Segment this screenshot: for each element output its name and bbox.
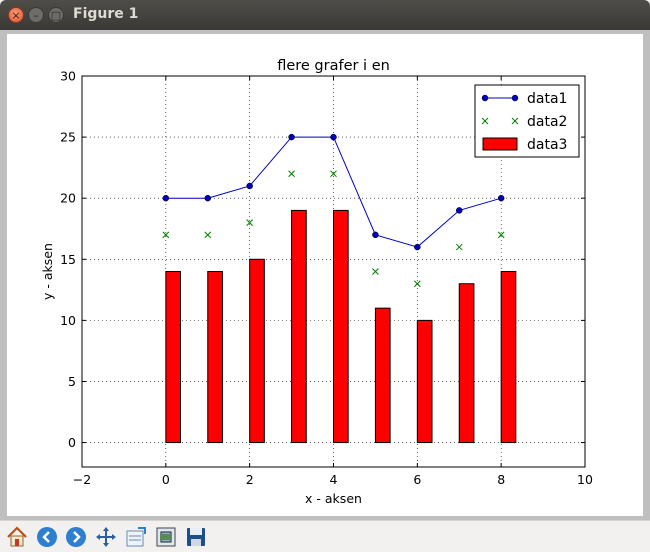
minimize-button[interactable]: – xyxy=(28,7,44,23)
subplots-icon xyxy=(126,527,146,547)
legend-entry-data1: data1 xyxy=(481,91,567,107)
home-icon xyxy=(7,526,27,547)
marker-data2-stroke xyxy=(204,231,212,239)
save-icon xyxy=(187,528,205,546)
subplots-button[interactable] xyxy=(123,524,149,550)
marker-data2-stroke xyxy=(372,268,379,275)
bar-data3 xyxy=(374,307,391,444)
y-tick-label: 0 xyxy=(68,435,76,450)
pan-icon xyxy=(96,527,116,547)
zoom-icon xyxy=(156,527,176,547)
zoom-button[interactable] xyxy=(153,524,179,550)
bar-data3 xyxy=(500,271,517,444)
marker-data2-stroke xyxy=(413,280,421,288)
x-tick-label: 8 xyxy=(497,472,505,487)
legend-x-marker xyxy=(511,117,519,125)
marker-data2-stroke xyxy=(246,219,254,226)
legend-x-marker xyxy=(481,117,489,125)
close-button[interactable]: × xyxy=(8,7,24,23)
figure-canvas: −2 0 2 4 6 8 10 0 5 10 15 20 25 30 flere grafer i en … xyxy=(0,30,650,520)
x-tick-label: −2 xyxy=(73,472,91,487)
navigation-toolbar xyxy=(0,520,650,552)
marker-data2 xyxy=(455,243,463,251)
point-data1 xyxy=(288,133,295,141)
legend-marker xyxy=(481,94,489,102)
point-data1 xyxy=(372,231,379,239)
marker-data2 xyxy=(497,231,505,239)
bars-data3 xyxy=(165,209,517,444)
bar-data3 xyxy=(207,271,223,444)
marker-data2 xyxy=(246,219,254,226)
marker-data2-stroke xyxy=(288,170,295,178)
legend-label: data2 xyxy=(527,114,567,130)
bar-data3 xyxy=(291,209,307,444)
bar-data3 xyxy=(249,258,265,444)
y-tick-label: 30 xyxy=(60,69,76,84)
legend-label: data3 xyxy=(527,137,567,153)
marker-data2 xyxy=(372,268,379,275)
point-data1 xyxy=(204,194,211,202)
legend-entry-data3: data3 xyxy=(482,137,567,153)
forward-icon xyxy=(66,527,86,547)
save-button[interactable] xyxy=(183,524,209,550)
close-icon: × xyxy=(11,8,21,22)
point-data1 xyxy=(456,207,463,214)
pan-button[interactable] xyxy=(93,524,119,550)
legend-bar-swatch xyxy=(482,137,518,151)
window-title: Figure 1 xyxy=(73,6,139,22)
point-data1 xyxy=(162,194,170,202)
maximize-button[interactable]: □ xyxy=(48,7,64,23)
marker-data2 xyxy=(162,231,170,239)
bar-data3 xyxy=(416,319,433,444)
y-axis-label: y - aksen xyxy=(40,243,55,300)
legend-marker xyxy=(511,94,519,102)
x-tick-label: 10 xyxy=(577,472,593,487)
y-tick-label: 5 xyxy=(68,374,76,389)
marker-data2 xyxy=(288,170,295,178)
marker-data2-stroke xyxy=(330,170,337,178)
marker-data2 xyxy=(413,280,421,288)
maximize-icon: □ xyxy=(50,8,62,22)
y-tick-label: 10 xyxy=(60,313,76,328)
line-data1 xyxy=(162,133,505,251)
markers-data2 xyxy=(162,170,505,288)
back-icon xyxy=(37,527,57,547)
legend-entry-data2: data2 xyxy=(481,114,567,130)
marker-data2 xyxy=(330,170,337,178)
forward-button[interactable] xyxy=(63,524,89,550)
legend-label: data1 xyxy=(527,91,567,107)
y-tick-label: 20 xyxy=(60,191,76,206)
y-tick-label: 25 xyxy=(60,130,76,145)
point-data1 xyxy=(497,194,505,202)
marker-data2-stroke xyxy=(162,231,170,239)
back-button[interactable] xyxy=(34,524,60,550)
point-data1 xyxy=(246,182,253,190)
point-data1 xyxy=(414,243,421,251)
y-tick-label: 15 xyxy=(60,252,76,267)
point-data1 xyxy=(330,133,337,141)
axis-ticks: −2 0 2 4 6 8 10 0 5 10 15 20 25 30 xyxy=(60,69,593,488)
x-tick-label: 6 xyxy=(413,472,421,487)
marker-data2 xyxy=(204,231,212,239)
window-titlebar: × – □ Figure 1 xyxy=(0,0,650,30)
x-tick-label: 2 xyxy=(246,472,254,487)
x-tick-label: 4 xyxy=(330,472,338,487)
bar-data3 xyxy=(165,271,182,444)
legend: data1 data2 data3 xyxy=(474,84,580,158)
chart-title: flere grafer i en xyxy=(277,58,390,74)
x-axis-label: x - aksen xyxy=(305,491,362,506)
marker-data2-stroke xyxy=(497,231,505,239)
minimize-icon: – xyxy=(33,8,39,22)
home-button[interactable] xyxy=(4,524,30,550)
bar-data3 xyxy=(458,283,475,444)
bar-data3 xyxy=(333,209,349,444)
marker-data2-stroke xyxy=(455,243,463,251)
x-tick-label: 0 xyxy=(162,472,170,487)
